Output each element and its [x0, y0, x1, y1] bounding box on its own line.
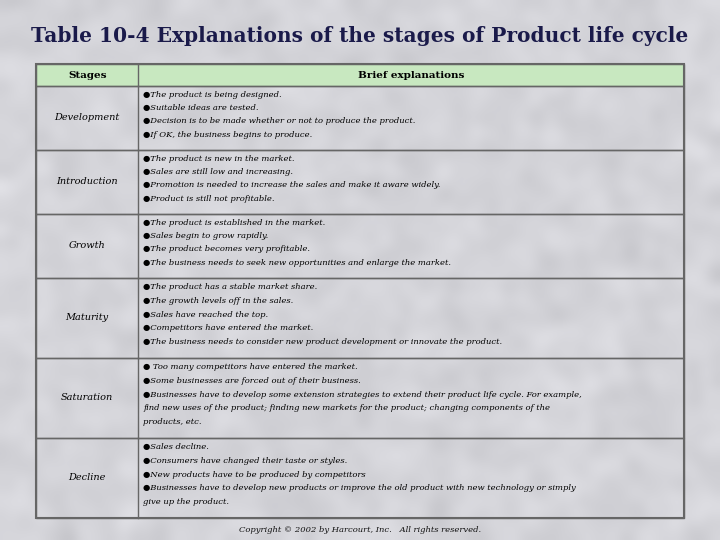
Text: Saturation: Saturation — [61, 394, 113, 402]
Text: ● Too many competitors have entered the market.: ● Too many competitors have entered the … — [143, 363, 358, 371]
Text: ●The business needs to seek new opportunities and enlarge the market.: ●The business needs to seek new opportun… — [143, 259, 451, 267]
Text: Decline: Decline — [68, 474, 106, 483]
Text: Maturity: Maturity — [66, 314, 109, 322]
Text: ●Some businesses are forced out of their business.: ●Some businesses are forced out of their… — [143, 377, 361, 385]
Text: ●New products have to be produced by competitors: ●New products have to be produced by com… — [143, 470, 366, 478]
Text: ●Promotion is needed to increase the sales and make it aware widely.: ●Promotion is needed to increase the sal… — [143, 181, 441, 190]
Text: ●Suitable ideas are tested.: ●Suitable ideas are tested. — [143, 104, 259, 112]
Text: Stages: Stages — [68, 71, 107, 79]
Text: ●The business needs to consider new product development or innovate the product.: ●The business needs to consider new prod… — [143, 338, 503, 346]
Text: ●Product is still not profitable.: ●Product is still not profitable. — [143, 194, 275, 202]
Bar — [36, 278, 684, 358]
Bar — [36, 64, 684, 86]
Text: ●Businesses have to develop new products or improve the old product with new tec: ●Businesses have to develop new products… — [143, 484, 576, 492]
Text: ●The product is being designed.: ●The product is being designed. — [143, 91, 282, 99]
Text: find new uses of the product; finding new markets for the product; changing comp: find new uses of the product; finding ne… — [143, 404, 550, 413]
Text: Introduction: Introduction — [56, 178, 118, 186]
Text: ●Decision is to be made whether or not to produce the product.: ●Decision is to be made whether or not t… — [143, 117, 415, 125]
Text: ●Sales decline.: ●Sales decline. — [143, 443, 210, 451]
Text: give up the product.: give up the product. — [143, 498, 230, 506]
Text: Copyright © 2002 by Harcourt, Inc.   All rights reserved.: Copyright © 2002 by Harcourt, Inc. All r… — [239, 526, 481, 534]
Bar — [36, 358, 684, 438]
Text: Table 10-4 Explanations of the stages of Product life cycle: Table 10-4 Explanations of the stages of… — [32, 26, 688, 46]
Text: ●The product is established in the market.: ●The product is established in the marke… — [143, 219, 325, 227]
Text: products, etc.: products, etc. — [143, 418, 202, 426]
Text: ●If OK, the business begins to produce.: ●If OK, the business begins to produce. — [143, 131, 312, 139]
Text: ●The growth levels off in the sales.: ●The growth levels off in the sales. — [143, 297, 294, 305]
Bar — [36, 438, 684, 518]
Text: ●Businesses have to develop some extension strategies to extend their product li: ●Businesses have to develop some extensi… — [143, 390, 582, 399]
Text: Growth: Growth — [69, 241, 106, 251]
Text: ●Sales begin to grow rapidly.: ●Sales begin to grow rapidly. — [143, 232, 269, 240]
Text: ●Competitors have entered the market.: ●Competitors have entered the market. — [143, 325, 314, 332]
Text: ●The product becomes very profitable.: ●The product becomes very profitable. — [143, 245, 310, 253]
Text: ●Sales have reached the top.: ●Sales have reached the top. — [143, 310, 269, 319]
Text: ●Consumers have changed their taste or styles.: ●Consumers have changed their taste or s… — [143, 457, 348, 465]
Text: ●The product is new in the market.: ●The product is new in the market. — [143, 154, 295, 163]
Text: Brief explanations: Brief explanations — [358, 71, 464, 79]
Bar — [36, 214, 684, 278]
Text: Development: Development — [55, 113, 120, 123]
Text: ●The product has a stable market share.: ●The product has a stable market share. — [143, 283, 318, 291]
Text: ●Sales are still low and increasing.: ●Sales are still low and increasing. — [143, 168, 293, 176]
Bar — [36, 86, 684, 150]
Bar — [36, 150, 684, 214]
Bar — [36, 64, 684, 518]
